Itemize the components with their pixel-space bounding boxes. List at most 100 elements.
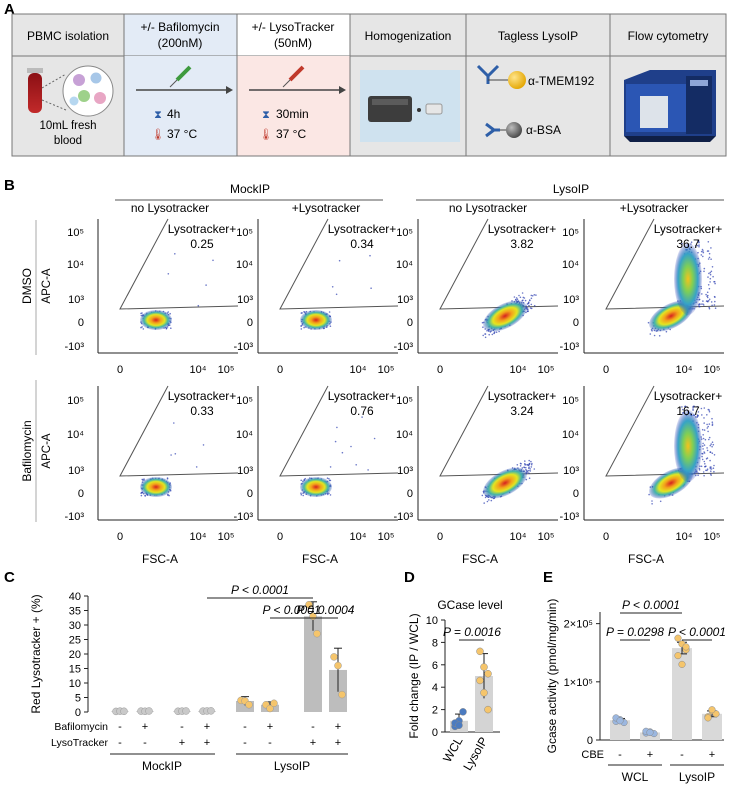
event-dot: [174, 453, 177, 455]
antibody-tmem192-icon: [476, 64, 526, 89]
event-dot: [708, 256, 711, 259]
data-point: [270, 699, 278, 708]
event-dot: [703, 429, 706, 431]
event-dot: [706, 296, 709, 299]
column-label-mock-no-lysotracker: no Lysotracker: [131, 201, 209, 215]
event-dot: [698, 244, 700, 246]
event-dot: [488, 499, 490, 501]
blood-cells-icon: [41, 65, 114, 117]
event-dot: [708, 410, 711, 413]
y-tick-label: -10³: [233, 511, 253, 523]
event-dot: [703, 270, 705, 273]
y-tick-label: 10⁴: [236, 429, 253, 441]
event-dot: [707, 284, 710, 286]
event-dot: [300, 328, 303, 330]
lysotracker-sign: +: [310, 737, 316, 749]
y-tick-label: 10⁵: [67, 227, 84, 239]
event-dot: [701, 414, 703, 416]
y-tick-label: 0: [587, 735, 593, 747]
event-dot: [708, 438, 710, 441]
step-title-lysotracker: +/- LysoTracker: [252, 20, 335, 34]
event-dot: [528, 469, 530, 472]
y-tick-label: 25: [69, 635, 81, 647]
event-dot: [692, 408, 694, 410]
event-dot: [709, 444, 712, 447]
arrow-right-icon: [249, 86, 346, 94]
event-dot: [535, 294, 537, 296]
y-tick-label: 0: [407, 317, 413, 329]
event-dot: [701, 458, 704, 461]
panel-b: B MockIP LysoIP no Lysotracker +Lysotrac…: [4, 177, 725, 566]
event-dot: [707, 299, 710, 302]
event-dot: [686, 406, 688, 408]
y-tick-label: 0: [75, 707, 81, 719]
event-dot: [703, 444, 706, 446]
flow-plot: Lysotracker+36.7 0 10⁴ 10⁵ 10⁵ 10⁴ 10³ 0 -10³: [559, 218, 725, 376]
x-tick-label: 10⁴: [676, 531, 693, 543]
event-dot: [698, 305, 700, 308]
gate-line: [119, 218, 239, 310]
x-tick-label: 10⁴: [350, 531, 367, 543]
data-point: [678, 660, 686, 668]
y-tick-label: 10⁵: [67, 395, 84, 407]
data-point: [674, 652, 682, 660]
bafilomycin-row-label: Bafilomycin: [54, 721, 108, 733]
event-dot: [711, 266, 714, 268]
event-dot: [528, 466, 530, 468]
bar: [304, 616, 322, 712]
event-dot: [711, 452, 714, 455]
y-tick-label: 10⁴: [562, 259, 579, 271]
event-dot: [665, 330, 668, 333]
event-dot: [714, 282, 716, 285]
event-dot: [523, 466, 526, 469]
x-tick-label: WCL: [440, 734, 466, 764]
event-dot: [704, 465, 706, 468]
event-dot: [350, 445, 352, 448]
y-tick-label: 10⁴: [236, 259, 253, 271]
event-dot: [338, 259, 341, 262]
y-tick-label: 4: [432, 682, 438, 694]
event-dot: [711, 417, 713, 420]
event-dot: [524, 299, 527, 302]
y-axis-label-apc-row2: APC-A: [41, 433, 53, 468]
x-tick-label: 0: [117, 531, 123, 543]
event-dot: [202, 444, 205, 446]
event-dot: [533, 294, 536, 296]
panel-d: D GCase level 0 2 4 6 8 10 Fold change (IP / WC…: [404, 569, 503, 773]
bafilomycin-sign: -: [180, 721, 184, 733]
event-dot: [520, 463, 522, 465]
event-dot: [519, 296, 522, 299]
panel-label-a: A: [4, 1, 15, 18]
event-dot: [702, 442, 704, 445]
y-tick-label: 0: [78, 488, 84, 500]
content-cell-lysotracker: [237, 56, 350, 156]
event-dot: [714, 307, 717, 310]
gate-label: Lysotracker+: [168, 222, 237, 236]
y-tick-label: 10⁴: [396, 429, 413, 441]
panel-label-b: B: [4, 177, 15, 194]
event-dot: [530, 463, 533, 466]
p-value-label: P < 0.0001: [231, 583, 289, 597]
event-dot: [700, 465, 703, 468]
cbe-sign: -: [618, 749, 622, 761]
panel-c: C 0 5 10 15 20 25 30 35 40 Red Lysotracker + (%) P…: [4, 569, 355, 773]
event-dot: [526, 303, 529, 305]
y-tick-label: 15: [69, 664, 81, 676]
y-tick-label: 2: [432, 705, 438, 717]
event-dot: [708, 298, 711, 301]
header-cell-bafilomycin: [124, 14, 237, 56]
y-tick-label: 10⁵: [236, 227, 253, 239]
event-dot: [712, 443, 715, 446]
event-dot: [709, 451, 712, 454]
x-tick-label: 10⁴: [676, 364, 693, 376]
data-point: [616, 717, 624, 725]
event-dot: [697, 241, 700, 243]
y-tick-label: -10³: [64, 511, 84, 523]
event-dot: [514, 298, 517, 301]
bafilomycin-sign: +: [204, 721, 210, 733]
event-dot: [702, 453, 704, 455]
data-point: [334, 661, 342, 670]
x-tick-label: 10⁴: [350, 364, 367, 376]
event-dot: [205, 284, 207, 286]
